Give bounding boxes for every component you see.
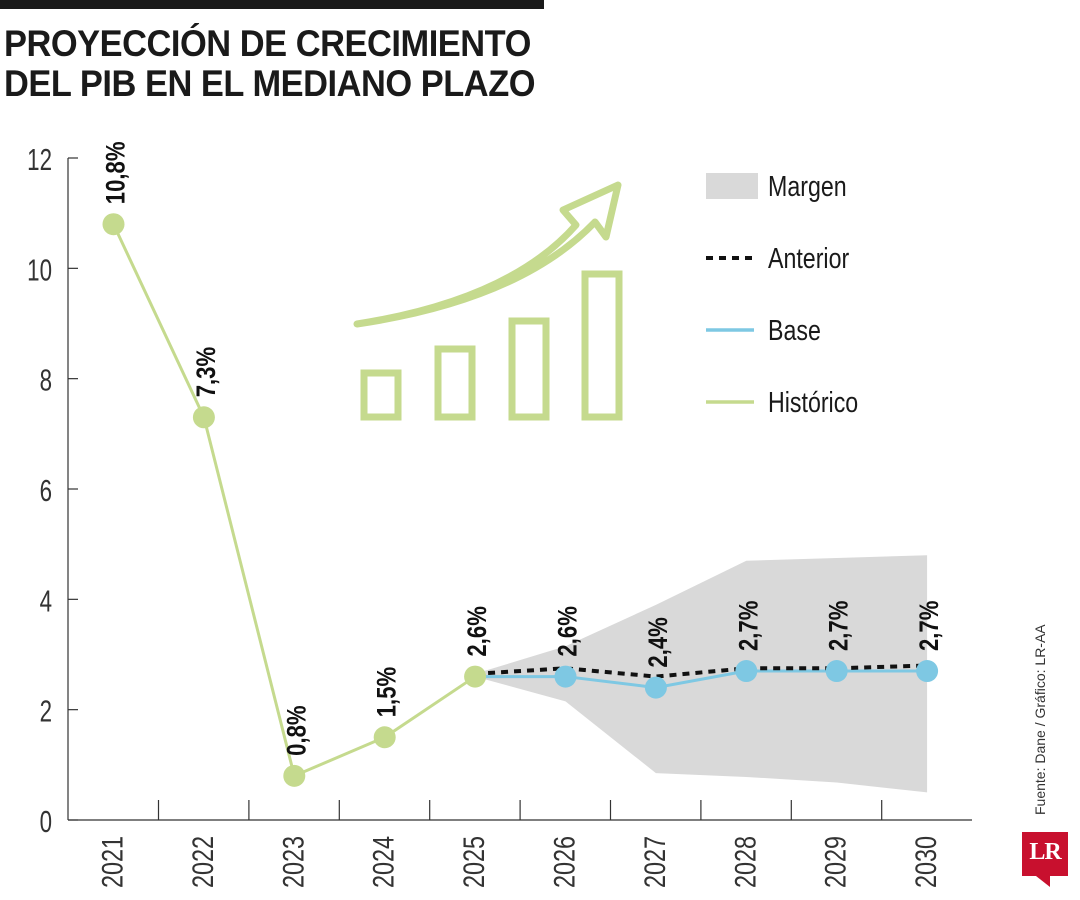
chart-title: PROYECCIÓN DE CRECIMIENTO DEL PIB EN EL … xyxy=(4,23,536,104)
y-tick-label-4: 4 xyxy=(40,584,52,618)
decor-bar-4 xyxy=(581,270,623,421)
legend-margen-label: Margen xyxy=(768,169,847,202)
y-tick-label-0: 0 xyxy=(40,804,52,838)
y-tick-label-2: 2 xyxy=(40,694,52,728)
label-historico-2022: 7,3% xyxy=(192,347,222,397)
legend-anterior-label: Anterior xyxy=(768,241,849,274)
label-historico-2025: 2,6% xyxy=(463,606,493,656)
label-historico-2024: 1,5% xyxy=(373,667,403,717)
label-base-2029: 2,7% xyxy=(825,601,855,651)
top-rule xyxy=(0,0,544,9)
point-historico-2023 xyxy=(283,764,306,787)
label-base-2028: 2,7% xyxy=(734,601,764,651)
series-base-line xyxy=(475,669,928,690)
point-historico-2021 xyxy=(102,213,125,236)
x-tick-label-2022: 2022 xyxy=(186,836,219,888)
source-credit-container: Fuente: Dane / Gráfico: LR-AA xyxy=(1030,600,1054,815)
x-tick-label-2030: 2030 xyxy=(909,836,942,888)
label-historico-2021: 10,8% xyxy=(102,141,132,204)
x-tick-label-2027: 2027 xyxy=(638,836,671,888)
legend-historico-label: Histórico xyxy=(768,385,858,418)
y-tick-label-10: 10 xyxy=(27,253,52,287)
point-base-2029 xyxy=(825,660,848,683)
x-tick-label-2029: 2029 xyxy=(819,836,852,888)
label-base-2030: 2,7% xyxy=(915,601,945,651)
legend-margen-swatch xyxy=(706,173,758,199)
x-tick-label-2025: 2025 xyxy=(457,836,490,888)
decor-bar-2 xyxy=(434,345,476,421)
lr-logo: LR xyxy=(1022,832,1068,876)
x-tick-label-2021: 2021 xyxy=(96,836,129,888)
series-anterior-line xyxy=(474,663,928,679)
decor-bar-3 xyxy=(508,317,550,421)
point-base-2026 xyxy=(554,665,577,688)
point-base-2028 xyxy=(735,660,758,683)
x-tick-label-2023: 2023 xyxy=(277,836,310,888)
lr-logo-tail xyxy=(1036,876,1050,887)
point-historico-2025 xyxy=(464,665,487,688)
data-labels-layer: 10,8% 7,3% 0,8% 1,5% 2,6% 2,6% 2,4% 2,7% 2,7% 2,7… xyxy=(102,141,945,755)
series-points-layer xyxy=(102,213,939,787)
source-credit: Fuente: Dane / Gráfico: LR-AA xyxy=(1032,624,1048,815)
series-historico-line xyxy=(112,223,476,778)
y-tick-label-12: 12 xyxy=(27,142,52,176)
axes-layer: 0 2 4 6 8 10 12 2021 2022 2023 2024 2025 2026 2027 202… xyxy=(27,142,972,888)
point-historico-2024 xyxy=(373,726,396,749)
y-tick-label-8: 8 xyxy=(40,363,52,397)
x-tick-label-2028: 2028 xyxy=(729,836,762,888)
x-tick-label-2026: 2026 xyxy=(548,836,581,888)
point-base-2027 xyxy=(644,676,667,699)
growth-arrow-icon xyxy=(353,181,622,328)
chart-title-line2: DEL PIB EN EL MEDIANO PLAZO xyxy=(4,63,536,104)
legend-base-label: Base xyxy=(768,313,821,346)
lr-logo-text: LR xyxy=(1029,839,1061,865)
label-base-2027: 2,4% xyxy=(644,617,674,667)
growth-arrow-bars-icon xyxy=(353,181,623,421)
legend: Margen Anterior Base Histórico xyxy=(706,169,858,419)
label-historico-2023: 0,8% xyxy=(282,705,312,755)
point-base-2030 xyxy=(916,660,939,683)
chart-title-line1: PROYECCIÓN DE CRECIMIENTO xyxy=(4,23,531,64)
decor-bar-1 xyxy=(360,369,402,421)
x-tick-label-2024: 2024 xyxy=(367,836,400,888)
label-base-2026: 2,6% xyxy=(554,606,584,656)
y-tick-label-6: 6 xyxy=(40,473,52,507)
point-historico-2022 xyxy=(192,406,215,429)
